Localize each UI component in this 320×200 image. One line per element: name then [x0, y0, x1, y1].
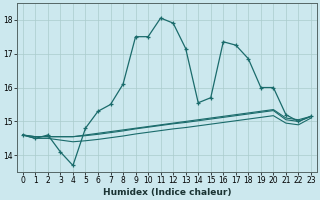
- X-axis label: Humidex (Indice chaleur): Humidex (Indice chaleur): [103, 188, 231, 197]
